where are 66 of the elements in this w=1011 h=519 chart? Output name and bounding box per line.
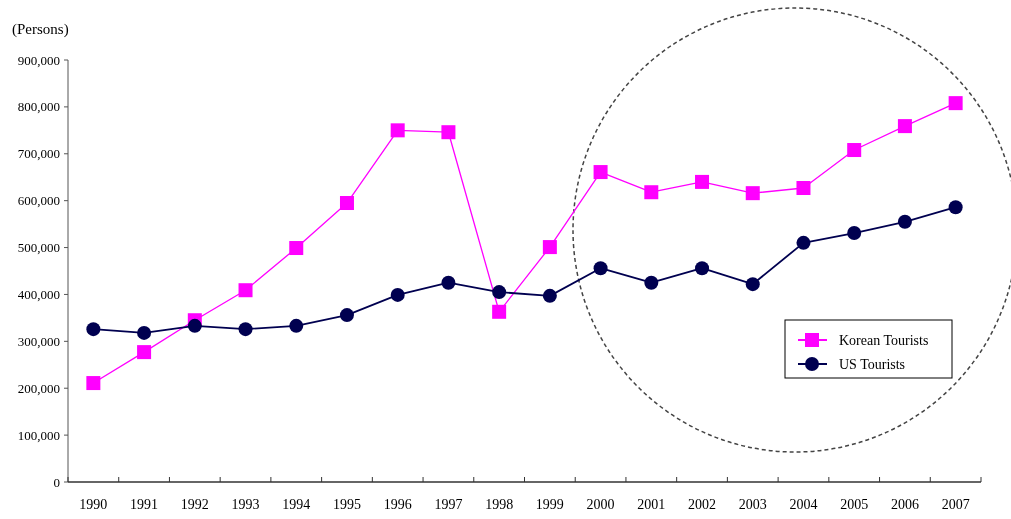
point: [390, 123, 405, 138]
legend-label: US Tourists: [839, 356, 906, 372]
point: [644, 185, 659, 200]
x-tick-label: 1992: [180, 497, 209, 512]
y-axis-title: (Persons): [12, 21, 69, 38]
point: [86, 376, 101, 391]
point: [339, 308, 354, 323]
x-tick-label: 2000: [586, 497, 615, 512]
x-tick-label: 2006: [890, 497, 919, 512]
point: [492, 285, 507, 300]
point: [847, 226, 862, 241]
legend-label: Korean Tourists: [839, 332, 929, 348]
x-tick-label: 2003: [738, 497, 767, 512]
x-tick-label: 2004: [789, 497, 818, 512]
x-tick-label: 1990: [79, 497, 108, 512]
x-tick-label: 1996: [383, 497, 412, 512]
point: [695, 261, 710, 276]
x-tick-label: 1997: [434, 497, 463, 512]
y-tick-label: 400,000: [17, 286, 60, 302]
point: [745, 186, 760, 201]
x-tick-label: 1994: [282, 497, 311, 512]
point: [796, 181, 811, 196]
point: [492, 304, 507, 319]
x-tick-label: 1991: [130, 497, 159, 512]
point: [390, 287, 405, 302]
point: [948, 200, 963, 215]
x-tick-label: 1998: [485, 497, 514, 512]
point: [339, 196, 354, 211]
point: [137, 325, 152, 340]
point: [847, 143, 862, 158]
y-tick-label: 900,000: [17, 52, 60, 68]
y-tick-label: 0: [53, 474, 60, 490]
point: [289, 241, 304, 256]
point: [289, 318, 304, 333]
point: [542, 240, 557, 255]
point: [86, 322, 101, 337]
point: [137, 345, 152, 360]
point: [238, 283, 253, 298]
y-tick-label: 300,000: [17, 333, 60, 349]
point: [745, 277, 760, 292]
y-tick-label: 600,000: [17, 193, 60, 209]
y-tick-label: 700,000: [17, 146, 60, 162]
x-tick-label: 1995: [332, 497, 361, 512]
point: [593, 261, 608, 276]
x-tick-label: 1999: [535, 497, 564, 512]
point: [644, 275, 659, 290]
y-tick-label: 800,000: [17, 99, 60, 115]
y-tick-label: 500,000: [17, 240, 60, 256]
y-tick-label: 200,000: [17, 380, 60, 396]
point: [441, 275, 456, 290]
point: [187, 318, 202, 333]
point: [695, 174, 710, 189]
y-tick-label: 100,000: [17, 427, 60, 443]
point: [796, 235, 811, 250]
point: [948, 96, 963, 111]
x-tick-label: 2001: [637, 497, 666, 512]
point: [593, 165, 608, 180]
x-tick-label: 2002: [688, 497, 717, 512]
point: [542, 288, 557, 303]
point: [897, 119, 912, 134]
point: [441, 125, 456, 140]
x-tick-label: 2007: [941, 497, 970, 512]
x-tick-label: 2005: [840, 497, 869, 512]
x-tick-label: 1993: [231, 497, 260, 512]
point: [897, 214, 912, 229]
point: [238, 322, 253, 337]
